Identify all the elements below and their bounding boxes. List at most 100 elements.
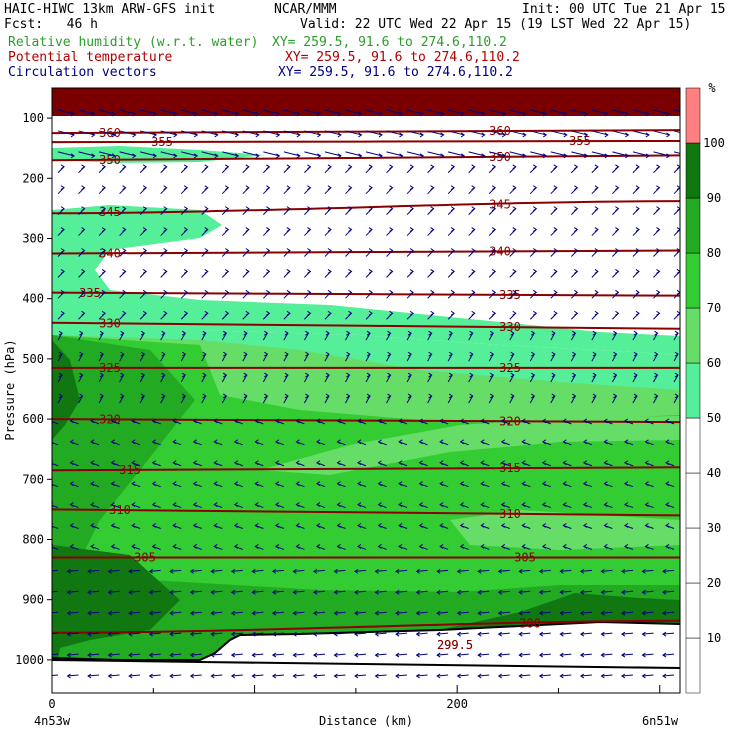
circulation-vector-head bbox=[70, 132, 75, 138]
circulation-vector bbox=[52, 525, 59, 529]
circulation-vector bbox=[550, 395, 556, 404]
circulation-vector bbox=[262, 353, 268, 362]
circulation-vector-head bbox=[666, 153, 671, 159]
circulation-vector bbox=[509, 353, 515, 362]
circulation-vector-head bbox=[579, 631, 585, 637]
circulation-vector bbox=[108, 611, 120, 614]
circulation-vector-head bbox=[66, 652, 71, 658]
circulation-vector bbox=[263, 151, 280, 157]
circulation-vector bbox=[98, 109, 116, 115]
circulation-vector-head bbox=[243, 393, 248, 399]
circulation-vector-head bbox=[409, 206, 414, 212]
circulation-vector-head bbox=[459, 523, 464, 528]
circulation-vector-head bbox=[541, 481, 547, 487]
circulation-vector bbox=[170, 590, 182, 593]
circulation-vector-head bbox=[377, 544, 382, 549]
circulation-vector-head bbox=[101, 248, 106, 253]
circulation-vector-head bbox=[656, 227, 661, 232]
circulation-vector-head bbox=[163, 164, 168, 170]
theta-contour-line bbox=[52, 619, 680, 634]
circulation-vector bbox=[119, 130, 136, 136]
circulation-vector-head bbox=[603, 418, 608, 424]
circulation-vector bbox=[242, 151, 259, 157]
circulation-vector bbox=[468, 374, 474, 383]
circulation-vector-head bbox=[131, 439, 136, 445]
circulation-vector-head bbox=[615, 268, 620, 274]
circulation-vector bbox=[78, 374, 83, 383]
circulation-vector bbox=[448, 130, 465, 136]
circulation-vector-head bbox=[644, 460, 649, 466]
circulation-vector-head bbox=[142, 289, 148, 295]
circulation-vector-head bbox=[407, 372, 412, 378]
circulation-vector bbox=[201, 353, 207, 362]
circulation-vector bbox=[365, 332, 371, 341]
circulation-vector-head bbox=[389, 248, 394, 253]
circulation-vector-head bbox=[69, 502, 74, 508]
circulation-vector-head bbox=[122, 289, 127, 295]
circulation-vector-head bbox=[674, 330, 679, 336]
circulation-vector-head bbox=[491, 268, 497, 274]
circulation-vector bbox=[653, 395, 658, 404]
circulation-vector-head bbox=[286, 310, 291, 316]
circulation-vector-head bbox=[101, 268, 106, 274]
circulation-vector bbox=[386, 353, 391, 362]
circulation-vector-head bbox=[621, 652, 626, 658]
circulation-vector-head bbox=[110, 544, 115, 549]
circulation-vector-head bbox=[428, 393, 433, 399]
circulation-vector bbox=[662, 569, 675, 572]
circulation-vector-head bbox=[471, 289, 476, 295]
circulation-vector-head bbox=[79, 372, 84, 378]
circulation-vector-head bbox=[665, 439, 670, 445]
circulation-vector-head bbox=[307, 268, 312, 274]
circulation-vector bbox=[509, 395, 515, 404]
circulation-vector-head bbox=[233, 502, 239, 508]
circulation-vector-head bbox=[234, 153, 240, 159]
circulation-vector-head bbox=[398, 439, 403, 445]
circulation-vector-head bbox=[378, 111, 383, 117]
circulation-vector-head bbox=[530, 393, 536, 399]
circulation-vector-head bbox=[582, 544, 588, 549]
circulation-vector-head bbox=[274, 523, 280, 528]
circulation-vector-head bbox=[163, 248, 168, 253]
circulation-vector bbox=[334, 611, 346, 614]
circulation-vector-head bbox=[295, 460, 300, 466]
circulation-vector-head bbox=[254, 439, 259, 445]
circulation-vector bbox=[78, 130, 95, 136]
circulation-vector-head bbox=[161, 393, 166, 399]
circulation-vector bbox=[478, 653, 490, 656]
circulation-vector-head bbox=[296, 153, 301, 159]
circulation-vector-head bbox=[378, 153, 383, 159]
circulation-vector-head bbox=[584, 153, 589, 159]
circulation-vector-head bbox=[163, 206, 168, 212]
circulation-vector-head bbox=[333, 568, 338, 574]
circulation-vector bbox=[457, 674, 469, 677]
circulation-vector bbox=[160, 374, 166, 383]
circulation-vector bbox=[642, 590, 654, 593]
circulation-vector-head bbox=[471, 185, 476, 191]
circulation-vector-head bbox=[518, 610, 523, 616]
circulation-vector-head bbox=[214, 132, 219, 138]
circulation-vector-head bbox=[398, 481, 403, 487]
circulation-vector bbox=[591, 109, 608, 115]
circulation-vector bbox=[293, 590, 305, 593]
circulation-vector-head bbox=[276, 153, 281, 159]
circulation-vector-head bbox=[234, 111, 240, 117]
circulation-vector bbox=[293, 611, 305, 614]
circulation-vector-head bbox=[389, 164, 394, 170]
circulation-vector bbox=[98, 353, 104, 362]
circulation-vector-head bbox=[245, 268, 250, 274]
circulation-vector bbox=[509, 332, 515, 341]
circulation-vector-head bbox=[489, 372, 495, 378]
circulation-vector-head bbox=[541, 523, 547, 528]
legend-circ-label: Circulation vectors bbox=[8, 65, 157, 80]
circulation-vector bbox=[221, 374, 227, 383]
header-valid: Valid: 22 UTC Wed 22 Apr 15 (19 LST Wed … bbox=[300, 17, 692, 32]
circulation-vector-head bbox=[266, 310, 271, 316]
circulation-vector-head bbox=[600, 568, 605, 574]
circulation-vector bbox=[149, 569, 161, 572]
circulation-vector-head bbox=[676, 268, 680, 274]
circulation-vector bbox=[550, 109, 567, 115]
circulation-vector-head bbox=[491, 289, 497, 295]
circulation-vector-head bbox=[674, 351, 679, 357]
header-title: HAIC-HIWC 13km ARW-GFS init bbox=[4, 2, 216, 17]
